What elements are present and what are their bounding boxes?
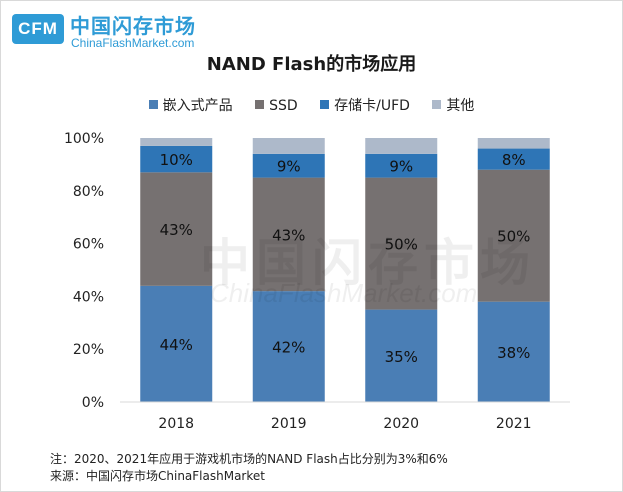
- data-label: 38%: [497, 344, 530, 362]
- source-note: 来源：中国闪存市场ChinaFlashMarket: [50, 469, 265, 483]
- bar-segment-2020-0: [365, 309, 438, 402]
- bar-segment-2018-2: [140, 145, 213, 173]
- data-label: 44%: [160, 336, 193, 354]
- bar-segment-2018-1: [140, 172, 213, 286]
- bar-segment-2021-3: [477, 138, 550, 149]
- logo-chinese-name: 中国闪存市场: [70, 14, 196, 38]
- legend-label-ssd: SSD: [269, 98, 298, 114]
- logo-english-name: ChinaFlashMarket.com: [71, 36, 195, 50]
- y-tick-label: 20%: [73, 342, 104, 358]
- footnote: 注：2020、2021年应用于游戏机市场的NAND Flash占比分别为3%和6…: [50, 452, 448, 466]
- bar-segment-2020-2: [365, 153, 438, 178]
- logo-mark: CFM: [12, 14, 64, 44]
- bar-segment-2019-1: [252, 177, 325, 292]
- legend-label-embedded: 嵌入式产品: [162, 98, 233, 114]
- data-label: 9%: [389, 158, 413, 176]
- bar-segment-2020-1: [365, 177, 438, 310]
- legend-label-card-ufd: 存储卡/UFD: [334, 98, 410, 114]
- bar-segment-2019-0: [252, 291, 325, 402]
- y-tick-label: 80%: [73, 184, 104, 200]
- watermark-chinese: 中国闪存市场: [200, 234, 536, 292]
- y-tick-label: 60%: [73, 237, 104, 253]
- bar-segment-2019-2: [252, 153, 325, 178]
- legend-swatch-card-ufd: [320, 100, 330, 109]
- data-label: 9%: [277, 158, 301, 176]
- data-label: 43%: [160, 221, 193, 239]
- legend: 嵌入式产品 SSD 存储卡/UFD 其他: [0, 95, 623, 115]
- data-label: 10%: [160, 151, 193, 169]
- y-tick-label: 0%: [82, 395, 104, 411]
- legend-label-other: 其他: [446, 98, 475, 114]
- logo: CFM 中国闪存市场 ChinaFlashMarket.com: [12, 10, 242, 50]
- watermark-english: ChinaFlashMarket.com: [210, 278, 478, 308]
- bar-segment-2019-3: [252, 138, 325, 154]
- legend-swatch-ssd: [255, 100, 265, 109]
- x-tick-label: 2020: [383, 416, 419, 432]
- bar-segment-2021-2: [477, 148, 550, 170]
- bar-segment-2018-3: [140, 138, 213, 146]
- x-tick-label: 2018: [158, 416, 194, 432]
- data-label: 43%: [272, 226, 305, 244]
- data-label: 8%: [502, 151, 526, 169]
- legend-item-card-ufd: 存储卡/UFD: [320, 95, 410, 115]
- legend-item-ssd: SSD: [255, 98, 298, 114]
- legend-swatch-embedded: [148, 100, 158, 109]
- bar-segment-2020-3: [365, 138, 438, 154]
- bar-segment-2021-1: [477, 169, 550, 302]
- legend-item-other: 其他: [432, 95, 474, 115]
- legend-swatch-other: [432, 100, 442, 109]
- data-label: 50%: [497, 228, 530, 246]
- legend-item-embedded: 嵌入式产品: [148, 95, 233, 115]
- chart-title: NAND Flash的市场应用: [206, 54, 417, 75]
- bar-segment-2018-0: [140, 285, 213, 402]
- y-tick-label: 40%: [73, 289, 104, 305]
- x-tick-label: 2021: [496, 416, 532, 432]
- x-tick-label: 2019: [271, 416, 307, 432]
- data-label: 50%: [385, 236, 418, 254]
- bar-segment-2021-0: [477, 301, 550, 402]
- data-label: 42%: [272, 339, 305, 357]
- data-label: 35%: [385, 348, 418, 366]
- y-tick-label: 100%: [64, 131, 104, 147]
